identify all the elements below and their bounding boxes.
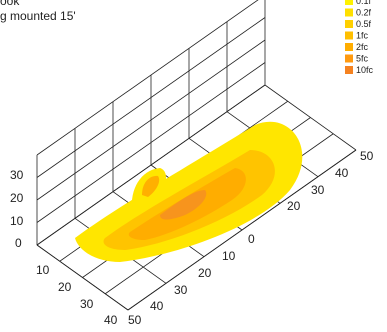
y-label: 20: [198, 266, 212, 280]
legend-swatch: [345, 66, 353, 74]
legend-swatch: [345, 54, 353, 63]
title-line: ook: [0, 0, 20, 8]
legend-swatch: [345, 31, 353, 40]
y-label: 40: [335, 166, 349, 180]
x-label: 40: [104, 313, 118, 327]
legend-swatch: [345, 8, 353, 17]
grid-line: [36, 17, 266, 178]
legend-label: 0.1f: [356, 0, 372, 6]
grid-line: [36, 62, 266, 223]
y-label: 10: [222, 249, 236, 263]
grid: [36, 0, 357, 311]
axis-labels: 30 20 10 0 10 20 30 40 50 40 30 20 0 10 20 30 40 50: [10, 149, 374, 327]
title-line: g mounted 15': [0, 9, 76, 23]
x-label: 10: [36, 263, 50, 277]
grid-line: [36, 39, 266, 201]
illuminance-contours: [75, 121, 303, 262]
legend-label: 5fc: [356, 53, 369, 63]
y-label: 50: [360, 149, 374, 163]
z-label: 30: [10, 168, 24, 182]
grid-line: [36, 84, 266, 246]
legend-label: 0.2f: [356, 7, 372, 17]
y-label: 20: [287, 199, 301, 213]
legend-label: 10fc: [356, 65, 374, 75]
legend-label: 0.5f: [356, 19, 372, 29]
y-label: 30: [174, 283, 188, 297]
legend-swatch: [345, 20, 353, 28]
legend-swatch: [345, 0, 353, 5]
z-label: 10: [10, 214, 24, 228]
x-label: 20: [58, 280, 72, 294]
z-label: 20: [10, 191, 24, 205]
front-grid: [36, 149, 357, 311]
y-label: 40: [150, 299, 164, 313]
z-label: 0: [15, 236, 22, 250]
y-label: 0: [248, 232, 255, 246]
legend-swatch: [345, 43, 353, 51]
grid-line: [36, 244, 129, 311]
x-label: 30: [80, 297, 94, 311]
y-label: 50: [128, 313, 142, 327]
legend-label: 1fc: [356, 30, 369, 40]
y-label: 30: [311, 183, 325, 197]
grid-line: [127, 149, 357, 311]
legend-label: 2fc: [356, 42, 369, 52]
grid-line: [36, 0, 259, 156]
